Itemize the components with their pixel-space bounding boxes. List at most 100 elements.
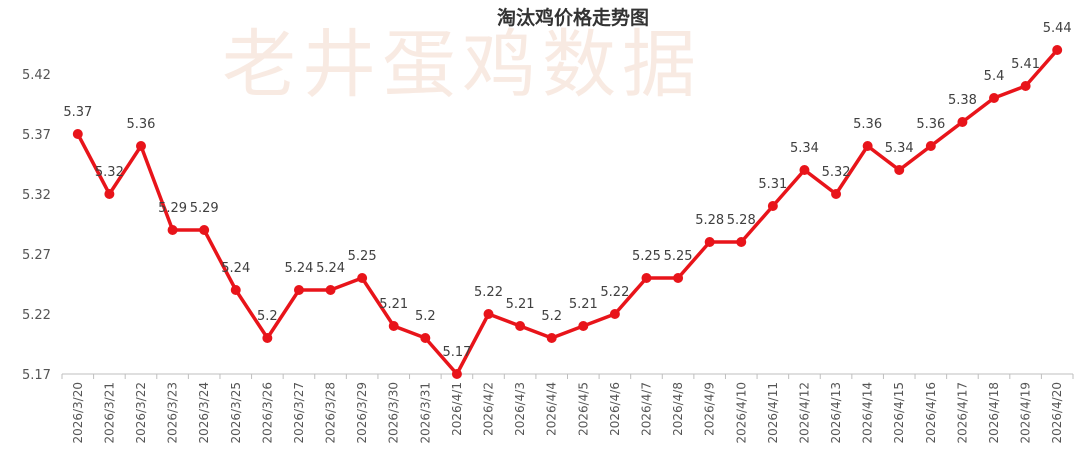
y-tick-label: 5.37: [22, 128, 51, 143]
x-tick-label: 2026/4/16: [924, 382, 938, 444]
data-point: [925, 141, 936, 151]
x-tick-label: 2026/3/26: [260, 382, 274, 444]
data-point: [515, 321, 526, 331]
data-point: [704, 237, 715, 247]
data-point: [199, 225, 210, 235]
data-label: 5.2: [257, 309, 278, 324]
data-label: 5.29: [158, 201, 187, 216]
data-point: [831, 189, 842, 199]
data-point: [894, 165, 905, 175]
data-point: [989, 93, 1000, 103]
x-tick-label: 2026/4/15: [892, 382, 906, 444]
data-point: [546, 333, 557, 343]
x-tick-label: 2026/4/19: [1019, 382, 1033, 444]
data-label: 5.29: [190, 201, 219, 216]
x-tick-label: 2026/4/13: [829, 382, 843, 444]
data-point: [135, 141, 146, 151]
data-label: 5.34: [885, 141, 914, 156]
x-tick-label: 2026/3/27: [292, 382, 306, 444]
data-label: 5.44: [1043, 21, 1072, 36]
x-axis: 2026/3/20 2026/3/21 2026/3/22 2026/3/23 2026…: [61, 373, 1074, 444]
x-tick-label: 2026/3/30: [387, 382, 401, 444]
data-label: 5.31: [758, 177, 787, 192]
data-labels: 5.375.325.365.29 5.295.245.25.24 5.245.255…: [63, 21, 1071, 360]
x-tick-label: 2026/4/4: [545, 382, 559, 436]
data-point: [1052, 45, 1063, 55]
data-point: [388, 321, 399, 331]
data-point: [167, 225, 178, 235]
x-tick-label: 2026/3/23: [166, 382, 180, 444]
data-label: 5.2: [415, 309, 436, 324]
data-label: 5.36: [127, 117, 156, 132]
x-tick-label: 2026/3/25: [229, 382, 243, 444]
y-tick-label: 5.27: [22, 248, 51, 263]
x-tick-label: 2026/3/29: [355, 382, 369, 444]
x-tick-label: 2026/4/9: [703, 382, 717, 436]
y-tick-label: 5.22: [22, 308, 51, 323]
data-point: [451, 369, 462, 379]
data-label: 5.4: [984, 69, 1005, 84]
data-label: 5.36: [853, 117, 882, 132]
x-tick-label: 2026/3/31: [418, 382, 432, 444]
x-tick-label: 2026/3/24: [197, 382, 211, 444]
data-label: 5.34: [790, 141, 819, 156]
x-tick-label: 2026/3/20: [71, 382, 85, 444]
data-point: [862, 141, 873, 151]
data-point: [230, 285, 241, 295]
x-tick-label: 2026/4/18: [987, 382, 1001, 444]
data-label: 5.21: [379, 297, 408, 312]
series-line: [76, 48, 1059, 376]
data-point: [609, 309, 620, 319]
x-tick-label: 2026/4/8: [671, 382, 685, 436]
x-tick-label: 2026/3/28: [324, 382, 338, 444]
x-tick-label: 2026/4/10: [734, 382, 748, 444]
data-label: 5.22: [474, 285, 503, 300]
data-label: 5.24: [221, 261, 250, 276]
data-label: 5.32: [95, 165, 124, 180]
data-label: 5.25: [348, 249, 377, 264]
x-tick-label: 2026/4/11: [766, 382, 780, 444]
data-label: 5.38: [948, 93, 977, 108]
data-label: 5.32: [822, 165, 851, 180]
x-tick-label: 2026/4/17: [955, 382, 969, 444]
x-tick-label: 2026/4/3: [513, 382, 527, 436]
watermark: 老井蛋鸡数据: [222, 22, 702, 108]
data-point: [483, 309, 494, 319]
data-label: 5.36: [916, 117, 945, 132]
y-tick-label: 5.17: [22, 368, 51, 383]
data-point: [293, 285, 304, 295]
data-point: [325, 285, 336, 295]
data-label: 5.24: [284, 261, 313, 276]
data-point: [420, 333, 431, 343]
x-tick-label: 2026/4/12: [797, 382, 811, 444]
data-label: 5.21: [569, 297, 598, 312]
data-point: [104, 189, 115, 199]
data-label: 5.37: [63, 105, 92, 120]
x-tick-label: 2026/4/6: [608, 382, 622, 436]
data-point: [72, 129, 83, 139]
data-label: 5.17: [442, 345, 471, 360]
x-tick-label: 2026/4/14: [861, 382, 875, 444]
data-point: [1020, 81, 1031, 91]
x-tick-label: 2026/4/7: [639, 382, 653, 436]
data-label: 5.22: [600, 285, 629, 300]
series-line-path: [76, 48, 1059, 376]
data-label: 5.41: [1011, 57, 1040, 72]
data-point: [767, 201, 778, 211]
x-tick-label: 2026/4/5: [576, 382, 590, 436]
y-tick-label: 5.32: [22, 188, 51, 203]
x-tick-label: 2026/3/21: [102, 382, 116, 444]
data-point: [262, 333, 273, 343]
x-tick-label: 2026/4/20: [1050, 382, 1064, 444]
data-point: [957, 117, 968, 127]
data-point: [673, 273, 684, 283]
data-label: 5.28: [727, 213, 756, 228]
x-tick-label: 2026/4/1: [450, 382, 464, 436]
x-tick-label: 2026/4/2: [482, 382, 496, 436]
y-axis: 5.17 5.22 5.27 5.32 5.37 5.42: [22, 68, 51, 383]
data-point: [578, 321, 589, 331]
data-point: [357, 273, 368, 283]
chart-title: 淘汰鸡价格走势图: [497, 6, 649, 29]
data-label: 5.2: [541, 309, 562, 324]
